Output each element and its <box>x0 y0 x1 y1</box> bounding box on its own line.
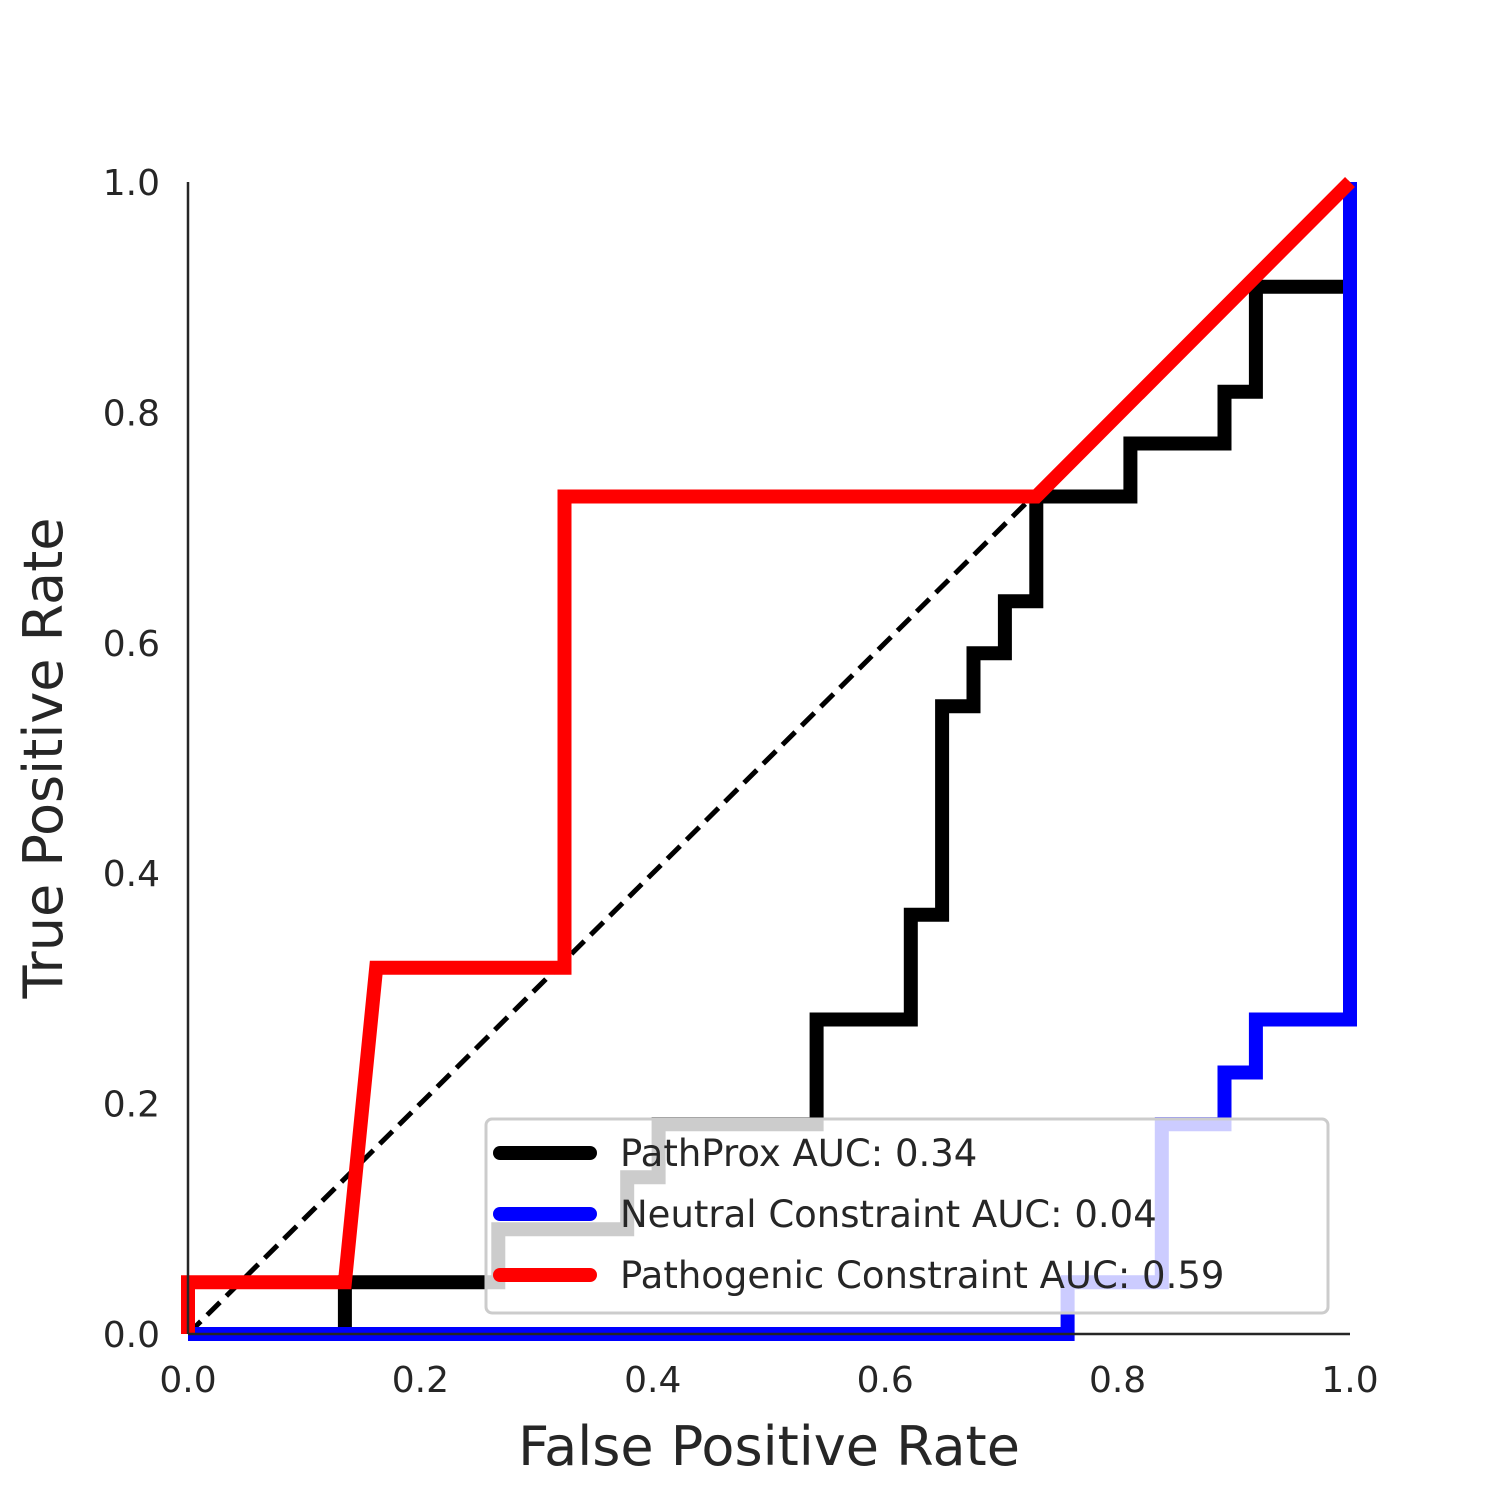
legend-box <box>484 1117 1330 1315</box>
x-tick-label: 0.8 <box>1089 1360 1146 1401</box>
y-tick-label: 0.2 <box>103 1085 160 1126</box>
series-line-3 <box>181 177 1355 1334</box>
legend-label-2: Neutral Constraint AUC: 0.04 <box>620 1193 1157 1236</box>
y-tick-label: 1.0 <box>103 163 160 204</box>
y-tick-label: 0.8 <box>103 393 160 434</box>
legend-label-1: PathProx AUC: 0.34 <box>620 1132 977 1175</box>
x-tick-label: 0.0 <box>159 1360 216 1401</box>
x-tick-label: 1.0 <box>1321 1360 1378 1401</box>
x-axis-title: False Positive Rate <box>518 1415 1020 1478</box>
y-tick-label: 0.6 <box>103 624 160 665</box>
y-tick-label: 0.0 <box>103 1315 160 1356</box>
legend: PathProx AUC: 0.34 Neutral Constraint AUC… <box>484 1117 1330 1315</box>
x-tick-label: 0.6 <box>857 1360 914 1401</box>
legend-label-3: Pathogenic Constraint AUC: 0.59 <box>620 1254 1224 1297</box>
y-tick-label: 0.4 <box>103 854 160 895</box>
axes-layer: 0.0 0.2 0.4 0.6 0.8 1.0 0.0 0.2 0.4 0.6 0.8 1.0 <box>103 163 1379 1401</box>
y-axis-title: True Positive Rate <box>12 517 75 999</box>
x-tick-label: 0.4 <box>624 1360 681 1401</box>
x-tick-label: 0.2 <box>392 1360 449 1401</box>
